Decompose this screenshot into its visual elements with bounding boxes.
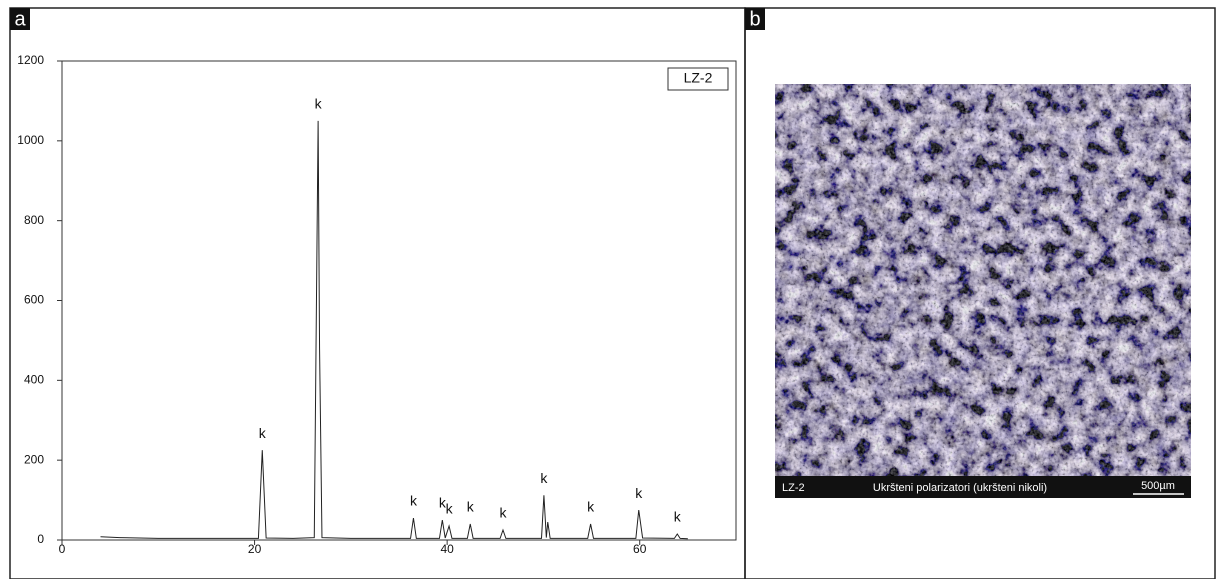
peak-label: k [587, 499, 595, 515]
sample-label: LZ-2 [782, 482, 805, 494]
y-tick-label: 1000 [17, 133, 44, 147]
peak-label: k [499, 505, 507, 521]
legend-box [667, 67, 729, 91]
micrograph: LZ-2 Ukršteni polarizatori (ukršteni nik… [775, 84, 1191, 498]
y-tick-label: 800 [24, 213, 44, 227]
peak-label: k [439, 495, 447, 511]
y-tick-label: 0 [37, 532, 44, 546]
x-tick-label: 40 [440, 542, 454, 556]
peak-label: k [467, 499, 475, 515]
x-tick-label: 60 [633, 542, 647, 556]
peak-label: k [259, 425, 267, 441]
panel-label: b [749, 8, 760, 30]
y-tick-label: 600 [24, 293, 44, 307]
peak-label: k [540, 470, 548, 486]
panel-label-box [10, 8, 30, 30]
scale-label: 500µm [1141, 480, 1175, 492]
caption-bar [775, 476, 1191, 498]
plot-frame [61, 60, 737, 541]
y-tick-label: 200 [24, 452, 44, 466]
y-tick-label: 400 [24, 373, 44, 387]
peak-label: k [635, 485, 643, 501]
micrograph-fine-texture [775, 84, 1191, 476]
legend-label: LZ-2 [684, 70, 713, 86]
x-tick-label: 0 [59, 542, 66, 556]
panel-label: a [14, 8, 26, 30]
y-tick-label: 1200 [17, 53, 44, 67]
peak-label: k [410, 493, 418, 509]
caption: Ukršteni polarizatori (ukršteni nikoli) [873, 482, 1047, 494]
panel-b-border [744, 7, 1216, 579]
x-tick-label: 20 [248, 542, 262, 556]
xrd-pattern [100, 120, 688, 540]
peak-label: k [674, 509, 682, 525]
peak-label: k [315, 96, 323, 112]
panel-label-box [745, 8, 765, 30]
peak-label: k [446, 501, 454, 517]
